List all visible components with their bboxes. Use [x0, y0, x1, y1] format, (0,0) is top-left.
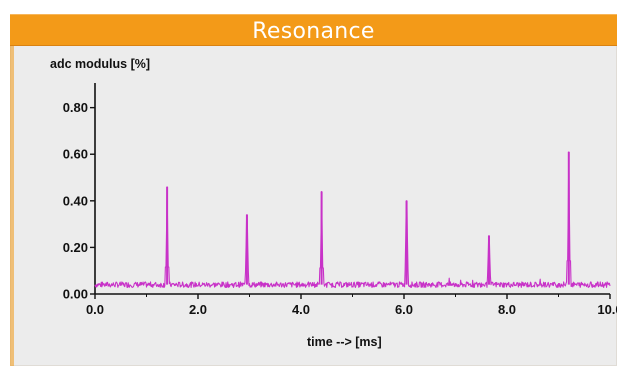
title-bar: Resonance — [10, 14, 617, 46]
x-tick-label: 6.0 — [395, 302, 413, 317]
y-tick-label: 0.40 — [63, 193, 88, 208]
resonance-chart: adc modulus [%] time --> [ms] 0.000.200.… — [50, 57, 617, 349]
x-tick-label: 2.0 — [189, 302, 207, 317]
x-tick-label: 4.0 — [292, 302, 310, 317]
y-tick-label: 0.20 — [63, 240, 88, 255]
panel-left-border — [10, 46, 14, 366]
x-axis-label: time --> [ms] — [307, 335, 382, 349]
tick-labels: 0.00 0.20 0.40 0.60 0.80 0.0 2.0 4.0 6.0 8.0 10.0 — [63, 100, 617, 317]
y-axis-label: adc modulus [%] — [50, 57, 150, 71]
axes — [90, 83, 611, 299]
x-tick-label: 8.0 — [498, 302, 516, 317]
x-tick-label: 0.0 — [86, 302, 104, 317]
resonance-panel: Resonance adc modulus [%] time --> [ms] … — [10, 14, 617, 366]
y-tick-label: 0.80 — [63, 100, 88, 115]
series-layer — [94, 151, 611, 289]
y-tick-label: 0.00 — [63, 287, 88, 302]
x-tick-label: 10.0 — [597, 302, 617, 317]
series-line — [94, 151, 611, 289]
panel-title: Resonance — [252, 19, 375, 44]
y-tick-label: 0.60 — [63, 147, 88, 162]
